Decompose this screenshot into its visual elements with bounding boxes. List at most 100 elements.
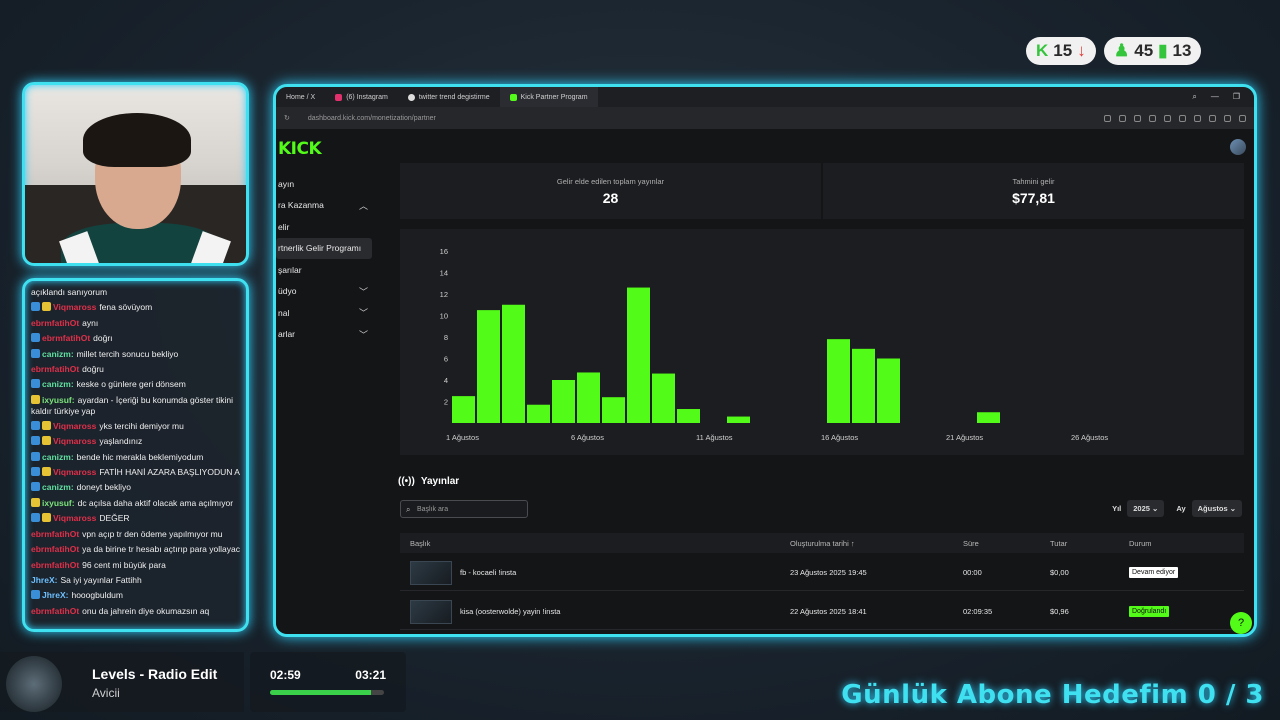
chat-text: doğrı bbox=[93, 333, 113, 344]
chevron-down-icon[interactable]: ﹀ bbox=[358, 286, 368, 297]
sidebar-item[interactable]: elir bbox=[276, 216, 372, 238]
col-amount[interactable]: Tutar bbox=[1050, 538, 1068, 548]
minimize-icon[interactable]: — bbox=[1210, 92, 1219, 101]
chat-text: ya da birine tr hesabı açtırıp para yoll… bbox=[82, 544, 240, 555]
chat-username[interactable]: canizm: bbox=[42, 379, 74, 390]
tab-bar: Home / X (6) Instagram twitter trend deg… bbox=[276, 87, 1254, 107]
sidebar-item[interactable]: ra Kazanma ︿ bbox=[276, 195, 372, 217]
chat-username[interactable]: canizm: bbox=[42, 451, 74, 462]
address-bar[interactable]: ↻ dashboard.kick.com/monetization/partne… bbox=[276, 107, 1254, 129]
chat-message: ebrmfatihOt onu da jahrein diye okumazsın… bbox=[31, 604, 240, 619]
tab-kick[interactable]: Kick Partner Program bbox=[499, 87, 598, 107]
chat-username[interactable]: Viqmaross bbox=[53, 467, 97, 478]
chart-bar[interactable] bbox=[552, 380, 575, 423]
stream-thumbnail[interactable] bbox=[410, 599, 452, 624]
chevron-down-icon[interactable]: ﹀ bbox=[358, 308, 368, 319]
chart-bar[interactable] bbox=[877, 358, 900, 424]
sidebar-item[interactable]: arlar ﹀ bbox=[276, 324, 372, 346]
chevron-up-icon[interactable]: ︿ bbox=[358, 200, 368, 211]
chat-username[interactable]: ebrmfatihOt bbox=[31, 317, 80, 328]
kick-logo[interactable]: KICK bbox=[278, 139, 322, 159]
url-text[interactable]: dashboard.kick.com/monetization/partner bbox=[307, 114, 436, 122]
chat-text: ayardan - İçeriği bu konumda göster tiki… bbox=[31, 394, 234, 416]
tab-x[interactable]: Home / X bbox=[286, 93, 316, 101]
avatar[interactable] bbox=[1230, 139, 1246, 155]
cell-duration: 00:00 bbox=[963, 568, 982, 577]
x-tick-label: 1 Ağustos bbox=[446, 433, 479, 442]
chart-bar[interactable] bbox=[727, 416, 750, 423]
chart-bar[interactable] bbox=[627, 287, 650, 423]
maximize-icon[interactable]: ❐ bbox=[1232, 92, 1240, 101]
sidebar-item[interactable]: ayın bbox=[276, 173, 372, 195]
sidebar-item[interactable]: rtnerlik Gelir Programı bbox=[276, 237, 372, 259]
chart-bar[interactable] bbox=[652, 373, 675, 423]
table-row[interactable]: fb - kocaeli !insta 23 Ağustos 2025 19:45… bbox=[400, 555, 1244, 591]
stat-total-streams: Gelir elde edilen toplam yayınlar 28 bbox=[400, 163, 821, 219]
chart-bar[interactable] bbox=[577, 372, 600, 423]
sub-badge-icon bbox=[42, 436, 51, 446]
chat-username[interactable]: ebrmfatihOt bbox=[31, 559, 80, 570]
chart-bar[interactable] bbox=[602, 397, 625, 423]
chat-username[interactable]: JhreX: bbox=[31, 574, 58, 585]
webcam-feed bbox=[22, 82, 249, 266]
chat-username[interactable]: ebrmfatihOt bbox=[31, 528, 80, 539]
chart-bar[interactable] bbox=[527, 404, 550, 423]
chat-username[interactable]: ebrmfatihOt bbox=[31, 605, 80, 616]
album-art bbox=[6, 656, 62, 712]
sidebar-item[interactable]: şarılar bbox=[276, 259, 372, 281]
col-date[interactable]: Oluşturulma tarihi ↑ bbox=[790, 538, 855, 548]
y-tick-label: 8 bbox=[444, 333, 448, 342]
search-icon[interactable]: ⌕ bbox=[1192, 92, 1197, 101]
chat-username[interactable]: ixyusuf: bbox=[42, 497, 75, 508]
tab-google[interactable]: twitter trend degistirme bbox=[398, 87, 500, 107]
chart-bar[interactable] bbox=[502, 304, 525, 423]
cell-amount: $0,00 bbox=[1050, 568, 1069, 577]
chat-username[interactable]: ebrmfatihOt bbox=[42, 333, 91, 344]
chat-message: Viqmaross fena sövüyom bbox=[31, 300, 240, 315]
col-status[interactable]: Durum bbox=[1129, 538, 1152, 548]
chat-username[interactable]: canizm: bbox=[42, 348, 74, 359]
sidebar-nav: ayın ra Kazanma ︿ elir rtnerlik Gelir Progra… bbox=[276, 173, 372, 345]
search-input[interactable]: ⌕ Başlık ara bbox=[400, 500, 528, 518]
sub-badge-icon bbox=[42, 467, 51, 477]
chat-message: açıklandı sanıyorum bbox=[31, 285, 240, 300]
chat-username[interactable]: Viqmaross bbox=[53, 513, 97, 524]
sub-badge-icon bbox=[42, 513, 51, 523]
chart-bar[interactable] bbox=[477, 310, 500, 423]
song-artist: Avicii bbox=[92, 686, 120, 700]
chart-bar[interactable] bbox=[452, 396, 475, 423]
year-select[interactable]: 2025 ⌄ bbox=[1127, 500, 1165, 517]
bar-chart-svg: 2 4 6 8 10 12 14 16 1 Ağustos 6 Ağustos 11 Ağustos… bbox=[440, 247, 1109, 442]
year-label: Yıl bbox=[1112, 504, 1122, 513]
month-select[interactable]: Ağustos ⌄ bbox=[1191, 500, 1242, 517]
chat-username[interactable]: ebrmfatihOt bbox=[31, 364, 80, 375]
tab-instagram[interactable]: (6) Instagram bbox=[325, 87, 398, 107]
sub-badge-icon bbox=[42, 420, 51, 430]
chart-bar[interactable] bbox=[977, 412, 1000, 423]
table-row[interactable]: kisa (oosterwolde) yayin !insta 22 Ağusto… bbox=[400, 594, 1244, 630]
chart-bar[interactable] bbox=[852, 348, 875, 423]
chat-username[interactable]: ebrmfatihOt bbox=[31, 544, 80, 555]
y-tick-label: 4 bbox=[444, 376, 448, 385]
col-title[interactable]: Başlık bbox=[410, 538, 431, 548]
chat-username[interactable]: canizm: bbox=[42, 482, 74, 493]
chevron-down-icon[interactable]: ﹀ bbox=[358, 329, 368, 340]
chat-username[interactable]: Viqmaross bbox=[53, 302, 97, 313]
reload-icon[interactable]: ↻ bbox=[284, 115, 290, 122]
y-tick-label: 16 bbox=[440, 247, 448, 256]
chart-bar[interactable] bbox=[677, 409, 700, 423]
sidebar-item[interactable]: nal ﹀ bbox=[276, 302, 372, 324]
col-duration[interactable]: Süre bbox=[963, 538, 979, 548]
sidebar-item-label: şarılar bbox=[278, 264, 302, 275]
chat-username[interactable]: ixyusuf: bbox=[42, 394, 75, 405]
chat-username[interactable]: Viqmaross bbox=[53, 420, 97, 431]
google-icon bbox=[407, 93, 415, 101]
chat-username[interactable]: JhreX: bbox=[42, 590, 69, 601]
stream-thumbnail[interactable] bbox=[410, 560, 452, 585]
chat-text: 96 cent mi büyük para bbox=[82, 559, 166, 570]
chat-username[interactable]: Viqmaross bbox=[53, 436, 97, 447]
chat-message: ebrmfatihOt doğru bbox=[31, 362, 240, 377]
chart-bar[interactable] bbox=[827, 339, 850, 423]
help-button[interactable]: ? bbox=[1230, 612, 1252, 634]
sidebar-item[interactable]: üdyo ﹀ bbox=[276, 281, 372, 303]
